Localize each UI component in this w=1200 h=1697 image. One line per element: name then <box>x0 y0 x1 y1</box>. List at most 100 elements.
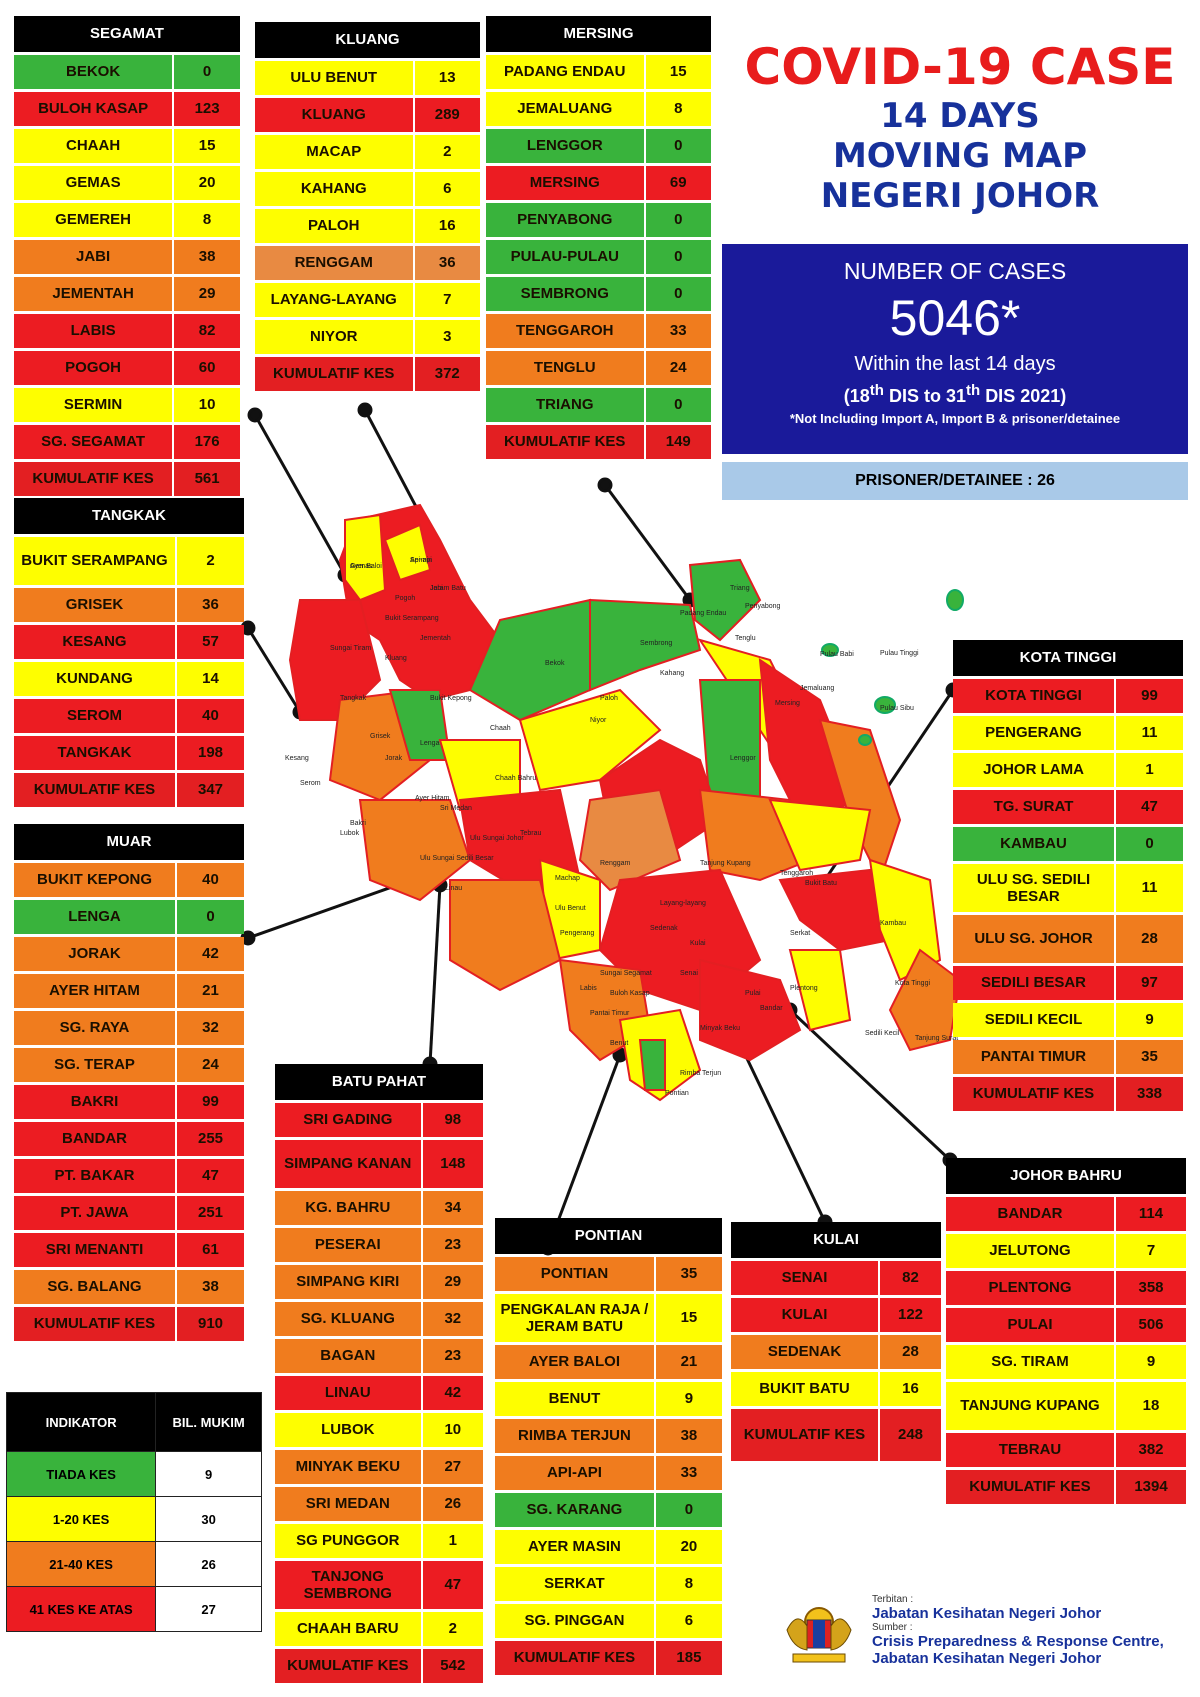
map-place-label: Bakri <box>350 820 366 827</box>
mukim-name: TANJONG SEMBRONG <box>275 1561 421 1609</box>
page-subtitle: 14 DAYS MOVING MAP NEGERI JOHOR <box>760 96 1160 216</box>
case-count: 7 <box>412 283 480 317</box>
map-place-label: Pulau Tinggi <box>880 650 919 657</box>
map-place-label: Benut <box>610 1040 628 1047</box>
table-row: TENGLU 24 <box>486 351 711 385</box>
case-count: 33 <box>653 1456 722 1490</box>
district-table-segamat: SEGAMAT BEKOK 0 BULOH KASAP 123 CHAAH 15 GEMAS 2… <box>14 16 240 499</box>
case-count: 36 <box>412 246 480 280</box>
table-row: BUKIT SERAMPANG 2 <box>14 537 244 585</box>
table-row: PULAI 506 <box>946 1308 1186 1342</box>
table-row: RENGGAM 36 <box>255 246 480 280</box>
case-count: 122 <box>878 1298 941 1332</box>
page-title: COVID-19 CASE <box>744 38 1176 96</box>
case-count: 9 <box>1114 1345 1186 1379</box>
map-place-label: Sembrong <box>640 640 672 647</box>
total-value: 248 <box>878 1409 941 1461</box>
table-row: TG. SURAT 47 <box>953 790 1183 824</box>
map-place-label: Penyabong <box>745 603 781 610</box>
total-label: KUMULATIF KES <box>946 1470 1114 1504</box>
table-row: SG. TERAP 24 <box>14 1048 244 1082</box>
subtitle-line-3: NEGERI JOHOR <box>820 176 1100 216</box>
table-row: BULOH KASAP 123 <box>14 92 240 126</box>
map-place-label: Pogoh <box>395 595 415 602</box>
mukim-name: POGOH <box>14 351 173 385</box>
mukim-name: LABIS <box>14 314 173 348</box>
table-row: SEROM 40 <box>14 699 244 733</box>
mukim-name: PENYABONG <box>486 203 644 237</box>
mukim-name: KOTA TINGGI <box>953 679 1114 713</box>
mukim-name: CHAAH BARU <box>275 1612 421 1646</box>
table-row: SRI GADING 98 <box>275 1103 483 1137</box>
mukim-name: JEMENTAH <box>14 277 173 311</box>
total-row: KUMULATIF KES 372 <box>255 357 480 391</box>
case-count: 251 <box>175 1196 244 1230</box>
mukim-name: ULU BENUT <box>255 61 413 95</box>
mukim-name: KULAI <box>731 1298 878 1332</box>
table-row: SENAI 82 <box>731 1261 941 1295</box>
case-count: 2 <box>412 135 480 169</box>
legend-label: TIADA KES <box>5 1451 157 1497</box>
case-count: 0 <box>643 203 711 237</box>
table-row: TANJUNG KUPANG 18 <box>946 1382 1186 1430</box>
map-place-label: Api-api <box>410 557 432 564</box>
mukim-name: KAMBAU <box>953 827 1114 861</box>
total-row: KUMULATIF KES 248 <box>731 1409 941 1461</box>
case-count: 47 <box>1114 790 1183 824</box>
total-label: KUMULATIF KES <box>731 1409 878 1461</box>
table-row: AYER BALOI 21 <box>495 1345 722 1379</box>
map-place-label: Kesang <box>285 755 309 762</box>
map-place-label: Lubok <box>340 830 360 837</box>
table-row: POGOH 60 <box>14 351 240 385</box>
map-place-label: Kahang <box>660 670 684 677</box>
connector-line <box>788 1008 952 1162</box>
mukim-name: LAYANG-LAYANG <box>255 283 413 317</box>
case-count: 0 <box>1114 827 1183 861</box>
map-place-label: Tanjung Surat <box>915 1035 958 1042</box>
mukim-name: GEMAS <box>14 166 173 200</box>
legend-header-indikator: INDIKATOR <box>5 1392 157 1452</box>
connector-line <box>253 414 347 576</box>
map-place-label: Layang-layang <box>660 900 706 907</box>
map-region <box>688 558 762 642</box>
table-row: PT. BAKAR 47 <box>14 1159 244 1193</box>
terbitan-value: Jabatan Kesihatan Negeri Johor <box>872 1605 1102 1622</box>
map-place-label: Niyor <box>590 717 607 724</box>
district-title: KLUANG <box>255 22 480 58</box>
table-row: BENUT 9 <box>495 1382 722 1416</box>
table-row: PULAU-PULAU 0 <box>486 240 711 274</box>
table-row: PONTIAN 35 <box>495 1257 722 1291</box>
connector-line <box>603 484 692 601</box>
map-region <box>818 718 902 883</box>
case-count: 20 <box>172 166 240 200</box>
map-region <box>638 1039 666 1091</box>
legend-label: 1-20 KES <box>5 1496 157 1542</box>
island <box>874 696 896 714</box>
mukim-name: SERMIN <box>14 388 173 422</box>
table-row: SG. KLUANG 32 <box>275 1302 483 1336</box>
mukim-name: BEKOK <box>14 55 173 89</box>
mukim-name: SEMBRONG <box>486 277 644 311</box>
map-place-label: Sungai Tiram <box>330 645 371 652</box>
map-place-label: Senai <box>680 970 698 977</box>
district-title: SEGAMAT <box>14 16 240 52</box>
case-count: 11 <box>1114 716 1183 750</box>
island <box>858 734 872 746</box>
map-place-label: Ayer Hitam <box>415 795 450 802</box>
mukim-name: SIMPANG KANAN <box>275 1140 421 1188</box>
table-row: PT. JAWA 251 <box>14 1196 244 1230</box>
total-label: KUMULATIF KES <box>255 357 413 391</box>
case-count: 47 <box>175 1159 244 1193</box>
mukim-name: SG. SEGAMAT <box>14 425 173 459</box>
table-row: KG. BAHRU 34 <box>275 1191 483 1225</box>
connector-dot <box>357 402 373 418</box>
case-count: 14 <box>175 662 244 696</box>
connector-line <box>246 627 302 713</box>
district-table-mersing: MERSING PADANG ENDAU 15 JEMALUANG 8 LENGGOR 0 M… <box>486 16 711 462</box>
table-row: PALOH 16 <box>255 209 480 243</box>
map-place-label: Lenga <box>420 740 440 747</box>
case-count: 82 <box>172 314 240 348</box>
total-value: 542 <box>420 1649 483 1683</box>
map-place-label: Bukit Kepong <box>430 695 472 702</box>
mukim-name: AYER MASIN <box>495 1530 654 1564</box>
